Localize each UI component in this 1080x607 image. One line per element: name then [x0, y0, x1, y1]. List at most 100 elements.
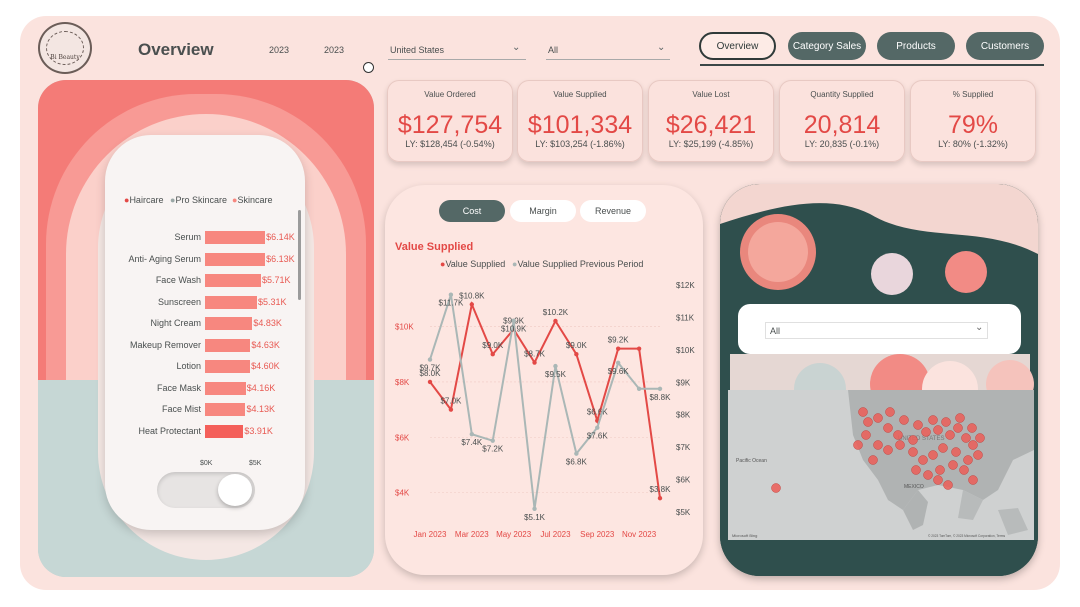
- map-bubble[interactable]: [968, 475, 978, 485]
- year-start-slicer[interactable]: 2023: [269, 45, 290, 55]
- map-bubble[interactable]: [941, 417, 951, 427]
- year-end-slicer[interactable]: 2023: [324, 45, 345, 55]
- map-bubble[interactable]: [858, 407, 868, 417]
- map-bubble[interactable]: [895, 440, 905, 450]
- legend-pro-skincare[interactable]: ●Pro Skincare: [170, 195, 227, 205]
- value-supplied-point[interactable]: [574, 352, 579, 357]
- map-chevron-down-icon[interactable]: ⌄: [975, 322, 984, 333]
- bar[interactable]: [205, 274, 261, 287]
- date-slider-handle[interactable]: [363, 62, 374, 73]
- previous-period-point[interactable]: [511, 318, 516, 323]
- map-bubble[interactable]: [771, 483, 781, 493]
- previous-period-line[interactable]: [429, 294, 660, 509]
- map-bubble[interactable]: [908, 435, 918, 445]
- value-supplied-point[interactable]: [636, 346, 642, 351]
- map-bubble[interactable]: [868, 455, 878, 465]
- value-supplied-point[interactable]: [532, 360, 537, 365]
- map-bubble[interactable]: [913, 420, 923, 430]
- map-bubble[interactable]: [863, 417, 873, 427]
- map-region-dropdown[interactable]: All: [765, 322, 988, 339]
- country-chevron-down-icon[interactable]: ⌄: [512, 42, 521, 53]
- value-supplied-line[interactable]: [429, 300, 661, 499]
- map-visual[interactable]: Pacific Ocean UNITED STATES MEXICO Micro…: [728, 390, 1034, 540]
- map-bubble[interactable]: [951, 447, 961, 457]
- bar[interactable]: [205, 317, 253, 330]
- map-bubble[interactable]: [933, 475, 943, 485]
- map-bubble[interactable]: [961, 433, 971, 443]
- map-bubble[interactable]: [873, 440, 883, 450]
- value-supplied-point[interactable]: [490, 352, 495, 357]
- tab-revenue[interactable]: Revenue: [580, 200, 646, 222]
- previous-period-point[interactable]: [636, 386, 642, 391]
- map-bubble[interactable]: [885, 407, 895, 417]
- map-bubble[interactable]: [973, 450, 983, 460]
- bar[interactable]: [205, 381, 246, 395]
- legend-skincare[interactable]: ●Skincare: [232, 195, 272, 205]
- value-supplied-point[interactable]: [657, 495, 663, 501]
- tab-cost[interactable]: Cost: [439, 200, 505, 222]
- map-bubble[interactable]: [955, 413, 965, 423]
- map-bubble[interactable]: [943, 480, 953, 490]
- nav-category-sales-button[interactable]: Category Sales: [788, 32, 866, 60]
- map-bubble[interactable]: [968, 440, 978, 450]
- bar[interactable]: [205, 424, 244, 438]
- map-bubble[interactable]: [948, 460, 958, 470]
- bar[interactable]: [205, 360, 251, 373]
- bar[interactable]: [205, 252, 266, 266]
- previous-period-point[interactable]: [532, 506, 537, 511]
- map-bubble[interactable]: [928, 415, 938, 425]
- map-bubble[interactable]: [861, 430, 871, 440]
- map-bubble[interactable]: [883, 423, 893, 433]
- previous-period-point[interactable]: [615, 360, 621, 366]
- previous-period-point[interactable]: [574, 451, 579, 456]
- map-bubble[interactable]: [945, 430, 955, 440]
- map-bubble[interactable]: [938, 443, 948, 453]
- value-supplied-point[interactable]: [615, 346, 621, 351]
- previous-period-point[interactable]: [448, 292, 454, 297]
- legend-value-supplied[interactable]: ●Value Supplied: [440, 259, 505, 269]
- bar[interactable]: [205, 338, 251, 352]
- map-bubble[interactable]: [963, 455, 973, 465]
- bar[interactable]: [205, 231, 266, 244]
- map-bubble[interactable]: [893, 430, 903, 440]
- legend-value-supplied-previous[interactable]: ●Value Supplied Previous Period: [512, 259, 643, 269]
- map-bubble[interactable]: [959, 465, 969, 475]
- map-bubble[interactable]: [921, 427, 931, 437]
- value-supplied-point[interactable]: [469, 302, 475, 307]
- map-bubble[interactable]: [911, 465, 921, 475]
- previous-period-point[interactable]: [490, 438, 495, 443]
- map-bubble[interactable]: [953, 423, 963, 433]
- nav-overview-button[interactable]: Overview: [699, 32, 776, 60]
- value-supplied-point[interactable]: [427, 379, 433, 385]
- map-bubble[interactable]: [899, 415, 909, 425]
- bar[interactable]: [205, 403, 246, 416]
- map-bubble[interactable]: [853, 440, 863, 450]
- value-supplied-point[interactable]: [553, 318, 558, 324]
- map-bubble[interactable]: [935, 465, 945, 475]
- category-dropdown[interactable]: All: [548, 45, 559, 55]
- nav-products-button[interactable]: Products: [877, 32, 955, 60]
- country-dropdown[interactable]: United States: [390, 45, 445, 55]
- previous-period-point[interactable]: [469, 431, 475, 437]
- map-bubble[interactable]: [908, 447, 918, 457]
- previous-period-point[interactable]: [553, 363, 558, 369]
- map-bubble[interactable]: [967, 423, 977, 433]
- bar-chart-scrollbar[interactable]: [298, 210, 301, 300]
- map-bubble[interactable]: [918, 455, 928, 465]
- map-bubble[interactable]: [975, 433, 985, 443]
- tab-margin[interactable]: Margin: [510, 200, 576, 222]
- bar[interactable]: [205, 295, 258, 309]
- legend-haircare[interactable]: ●Haircare: [124, 195, 163, 205]
- previous-period-point[interactable]: [427, 357, 433, 362]
- nav-customers-button[interactable]: Customers: [966, 32, 1044, 60]
- map-bubble[interactable]: [933, 425, 943, 435]
- previous-period-point[interactable]: [595, 425, 600, 430]
- toggle-knob[interactable]: [218, 474, 252, 506]
- map-bubble[interactable]: [873, 413, 883, 423]
- map-bubble[interactable]: [923, 470, 933, 480]
- value-supplied-point[interactable]: [448, 407, 454, 412]
- map-bubble[interactable]: [928, 450, 938, 460]
- previous-period-point[interactable]: [657, 386, 663, 391]
- category-chevron-down-icon[interactable]: ⌄: [657, 42, 666, 53]
- map-bubble[interactable]: [883, 445, 893, 455]
